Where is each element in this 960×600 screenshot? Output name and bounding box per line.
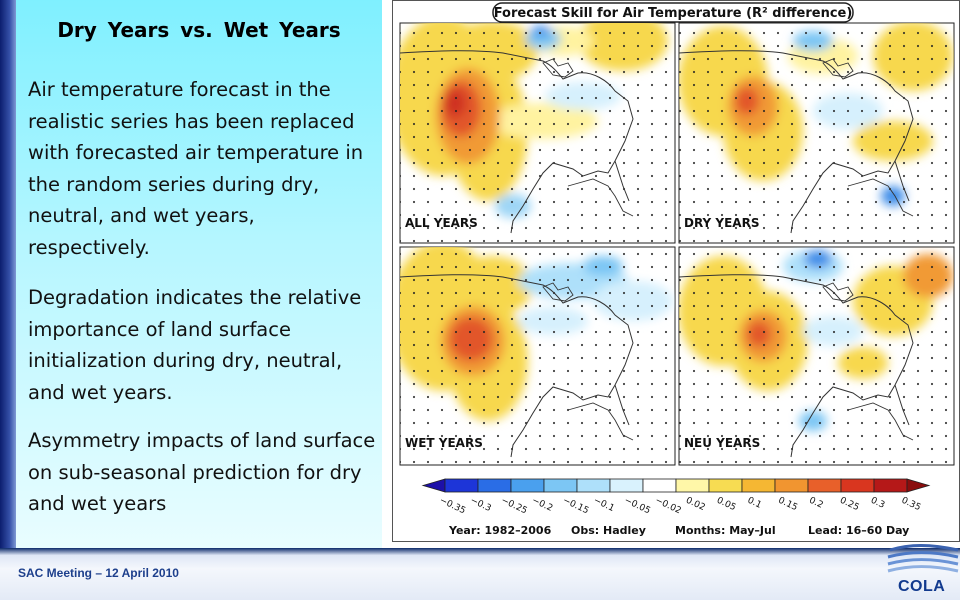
colorbar-tick-label: −0.35	[438, 496, 467, 517]
colorbar-segment	[774, 478, 809, 493]
colorbar-segment	[708, 478, 743, 493]
panel-wet-years: WET YEARS	[399, 246, 676, 466]
colorbar-tick-label: 0.02	[684, 496, 706, 514]
colorbar-segment	[906, 478, 931, 493]
colorbar-tick-label: 0.05	[715, 496, 737, 514]
panel-label-dry-years: DRY YEARS	[684, 216, 759, 230]
colorbar-tick-label: 0.35	[900, 496, 922, 514]
slide-title: Dry Years vs. Wet Years	[57, 18, 341, 42]
caption-lead: Lead: 16–60 Day	[808, 524, 909, 537]
panel-all-years: ALL YEARS	[399, 22, 676, 244]
panel-label-all-years: ALL YEARS	[405, 216, 478, 230]
colorbar-tick-label: −0.3	[469, 496, 493, 514]
panel-dry-years: DRY YEARS	[678, 22, 955, 244]
colorbar-tick-label: 0.25	[838, 496, 860, 514]
colorbar-segment	[609, 478, 644, 493]
footer-meeting-label: SAC Meeting – 12 April 2010	[18, 566, 179, 580]
panel-label-wet-years: WET YEARS	[405, 436, 483, 450]
colorbar-segment	[840, 478, 875, 493]
colorbar-segment	[807, 478, 842, 493]
colorbar-segment	[873, 478, 908, 493]
figure-title: Forecast Skill for Air Temperature (R² d…	[494, 6, 853, 21]
colorbar-segment	[576, 478, 611, 493]
caption-year: Year: 1982–2006	[448, 524, 552, 537]
paragraph-degradation: Degradation indicates the relative impor…	[28, 286, 362, 404]
colorbar-tick-label: −0.02	[653, 496, 682, 517]
colorbar-tick-label: −0.15	[561, 496, 590, 517]
colorbar-tick-label: −0.2	[530, 496, 554, 514]
colorbar-segment	[642, 478, 677, 493]
paragraph-method: Air temperature forecast in the realisti…	[28, 78, 364, 259]
panel-neu-years: NEU YEARS	[678, 246, 955, 466]
colorbar-tick-label: 0.2	[807, 496, 824, 511]
cola-logo	[887, 544, 959, 573]
colorbar-segment	[510, 478, 545, 493]
colorbar-segment	[444, 478, 479, 493]
colorbar-segment	[543, 478, 578, 493]
left-accent-bar	[0, 0, 16, 548]
colorbar-segment	[477, 478, 512, 493]
colorbar: −0.35 −0.3 −0.25 −0.2 −0.15 −0.1 −0.05 −0.02 0.0…	[421, 478, 931, 517]
colorbar-segment	[741, 478, 776, 493]
colorbar-segment	[421, 478, 446, 493]
cola-logo-text: COLA	[898, 578, 946, 595]
caption-obs: Obs: Hadley	[571, 524, 646, 537]
colorbar-tick-label: 0.1	[746, 496, 763, 511]
footer-bar	[0, 548, 960, 600]
colorbar-tick-label: −0.1	[592, 496, 616, 514]
panel-label-neu-years: NEU YEARS	[684, 436, 760, 450]
forecast-skill-figure: Forecast Skill for Air Temperature (R² d…	[392, 0, 960, 542]
colorbar-tick-label: 0.15	[777, 496, 799, 514]
caption-months: Months: May–Jul	[675, 524, 776, 537]
text-panel: Dry Years vs. Wet Years Air temperature …	[16, 0, 382, 548]
colorbar-tick-label: 0.3	[869, 496, 886, 511]
paragraph-asymmetry: Asymmetry impacts of land surface on sub…	[28, 429, 376, 515]
colorbar-tick-label: −0.05	[623, 496, 652, 517]
colorbar-segment	[675, 478, 710, 493]
colorbar-tick-label: −0.25	[499, 496, 528, 517]
